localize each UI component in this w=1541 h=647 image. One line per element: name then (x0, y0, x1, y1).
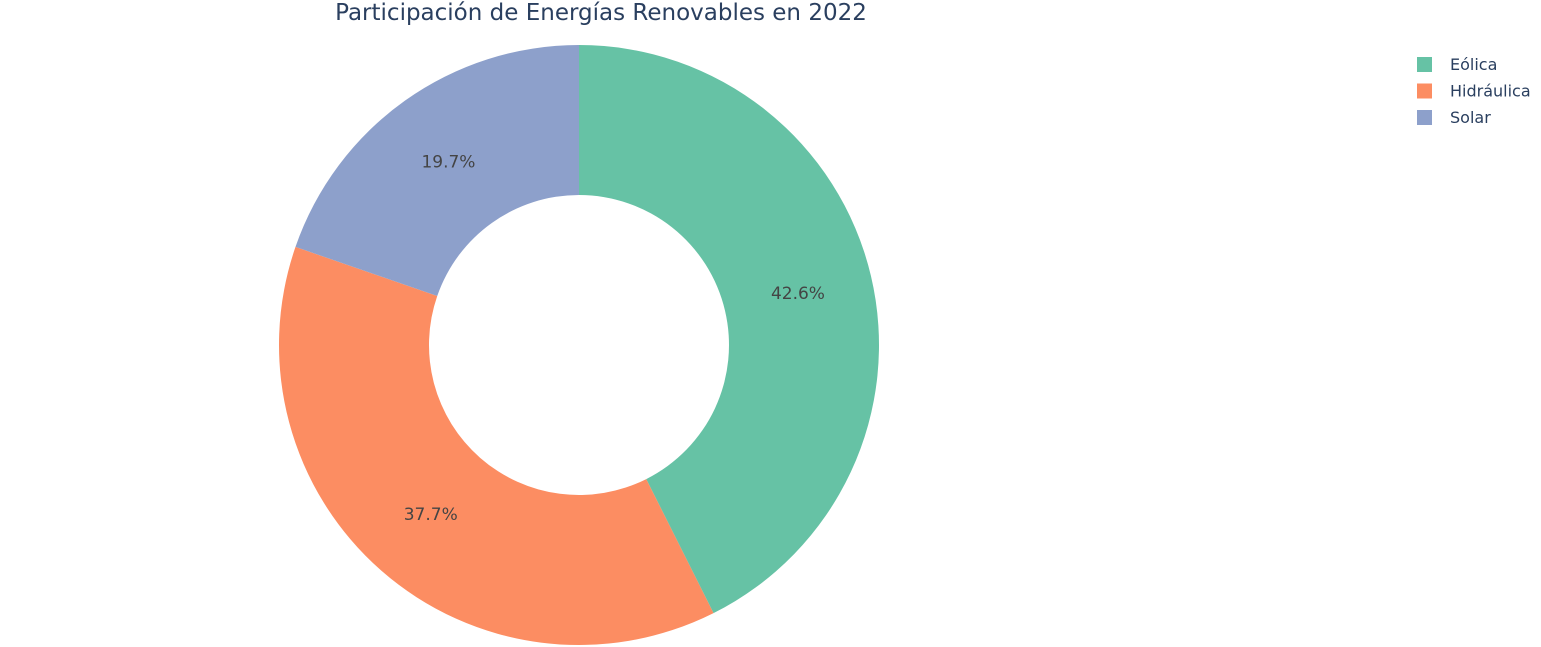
legend-swatch-hidráulica (1417, 83, 1432, 99)
slice-label-eólica: 42.6% (771, 284, 825, 304)
donut-slices (279, 45, 879, 645)
legend-label-solar: Solar (1450, 108, 1491, 127)
legend-swatch-eólica (1417, 57, 1432, 72)
legend: Eólica Hidráulica Solar (1417, 55, 1531, 127)
slice-solar (295, 45, 579, 296)
legend-item-eólica[interactable]: Eólica (1417, 55, 1497, 74)
legend-label-eólica: Eólica (1450, 55, 1497, 74)
slice-label-solar: 19.7% (421, 153, 475, 173)
legend-item-solar[interactable]: Solar (1417, 108, 1491, 127)
slice-label-hidráulica: 37.7% (404, 505, 458, 525)
chart-title: Participación de Energías Renovables en … (335, 0, 867, 26)
slice-eólica (579, 45, 879, 614)
legend-item-hidráulica[interactable]: Hidráulica (1417, 82, 1531, 101)
legend-label-hidráulica: Hidráulica (1450, 82, 1531, 101)
legend-swatch-solar (1417, 110, 1432, 125)
slice-labels: 42.6% 37.7% 19.7% (404, 153, 825, 526)
slice-hidráulica (279, 246, 714, 645)
